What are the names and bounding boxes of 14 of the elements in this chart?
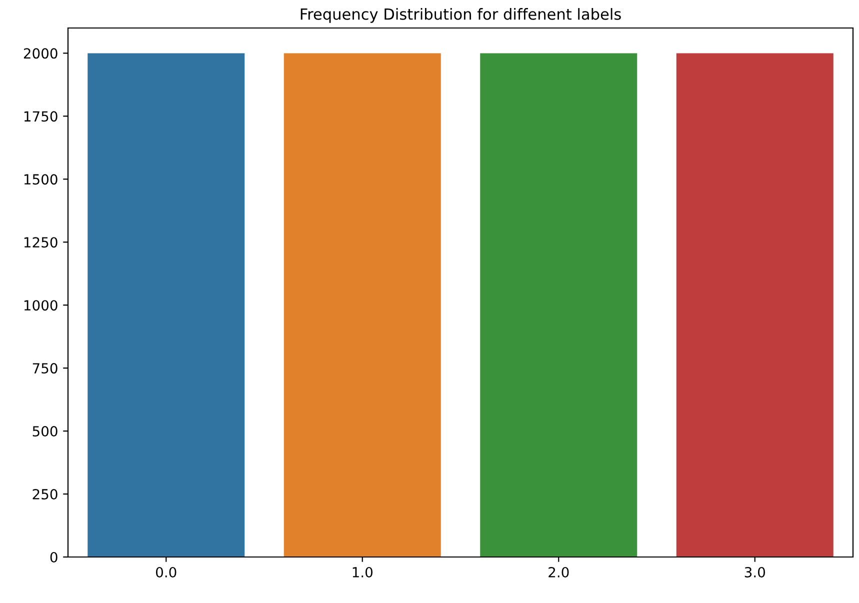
y-tick-label: 1750 xyxy=(24,111,58,122)
y-tick-label: 2000 xyxy=(24,48,58,59)
y-tick-label: 750 xyxy=(32,363,58,374)
y-tick-label: 0 xyxy=(50,552,58,562)
y-tick-label: 1000 xyxy=(24,300,58,311)
y-tick-label: 500 xyxy=(32,426,58,437)
x-tick-label: 0.0 xyxy=(156,566,176,578)
chart-title: Frequency Distribution for diffenent labels xyxy=(300,8,621,23)
y-tick-label: 1250 xyxy=(24,237,58,248)
x-tick-label: 1.0 xyxy=(352,566,372,578)
x-tick-label: 2.0 xyxy=(548,566,569,578)
x-tick-label: 3.0 xyxy=(744,566,765,578)
y-tick-label: 1500 xyxy=(24,174,58,185)
y-tick-label: 250 xyxy=(32,488,58,500)
